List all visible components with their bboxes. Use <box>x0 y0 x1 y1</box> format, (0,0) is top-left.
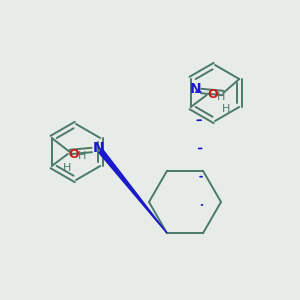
Polygon shape <box>99 149 167 233</box>
Text: H: H <box>78 151 86 161</box>
Text: N: N <box>190 82 202 96</box>
Text: H: H <box>63 163 71 173</box>
Text: O: O <box>208 88 218 101</box>
Text: H: H <box>222 104 230 114</box>
Text: O: O <box>69 148 80 160</box>
Text: H: H <box>217 92 225 102</box>
Text: N: N <box>93 141 104 155</box>
